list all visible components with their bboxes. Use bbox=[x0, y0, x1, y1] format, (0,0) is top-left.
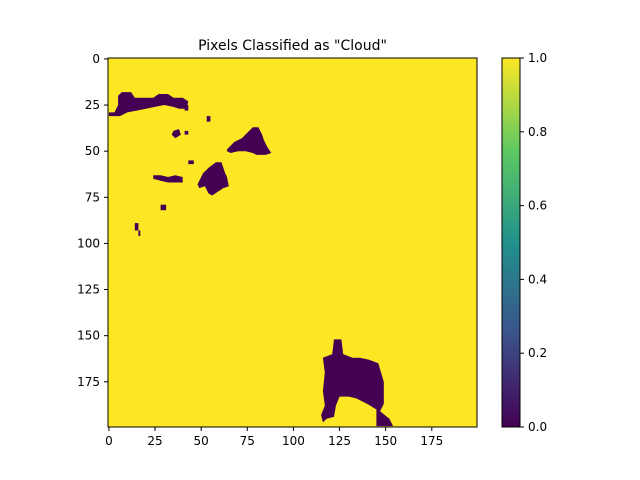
colorbar-tick-label: 0.4 bbox=[528, 272, 547, 286]
cloud-region-mid-cloud bbox=[197, 162, 229, 196]
cloud-region-lower-right-cloud bbox=[321, 339, 394, 427]
y-tick-label: 25 bbox=[85, 98, 100, 112]
cloud-region-small-blob-i bbox=[138, 230, 141, 236]
cloud-region-small-blob-e bbox=[188, 160, 194, 165]
cloud-regions bbox=[108, 92, 394, 427]
cloud-region-small-blob-c bbox=[184, 130, 189, 135]
x-tick-label: 150 bbox=[374, 434, 397, 448]
y-tick-label: 150 bbox=[77, 329, 100, 343]
x-tick-label: 75 bbox=[240, 434, 255, 448]
colorbar: 0.0 0.2 0.4 0.6 0.8 1.0 bbox=[501, 51, 547, 434]
cloud-region-center-cloud bbox=[227, 127, 272, 155]
cloud-region-small-blob-d bbox=[206, 116, 211, 122]
x-tick-label: 125 bbox=[328, 434, 351, 448]
y-tick-label: 125 bbox=[77, 283, 100, 297]
x-tick-label: 100 bbox=[282, 434, 305, 448]
x-tick-label: 0 bbox=[105, 434, 113, 448]
heatmap-plot-area bbox=[107, 57, 478, 428]
x-tick-label: 25 bbox=[147, 434, 162, 448]
colorbar-tick-label: 0.2 bbox=[528, 346, 547, 360]
x-tick-label: 50 bbox=[194, 434, 209, 448]
colorbar-ticks: 0.0 0.2 0.4 0.6 0.8 1.0 bbox=[520, 51, 547, 434]
cloud-region-small-blob-h bbox=[134, 223, 139, 231]
cloud-region-small-blob-b bbox=[171, 129, 181, 139]
y-tick-label: 175 bbox=[77, 375, 100, 389]
x-tick-label: 175 bbox=[420, 434, 443, 448]
y-tick-label: 75 bbox=[85, 190, 100, 204]
colorbar-fill bbox=[502, 58, 520, 427]
y-tick-label: 0 bbox=[92, 52, 100, 66]
cloud-region-small-blob-f bbox=[153, 175, 183, 183]
colorbar-tick-label: 0.8 bbox=[528, 125, 547, 139]
colorbar-tick-label: 0.0 bbox=[528, 420, 547, 434]
cloud-region-upper-left-cloud bbox=[108, 92, 189, 117]
axes-frame bbox=[107, 57, 478, 428]
colorbar-frame bbox=[501, 57, 521, 428]
y-tick-label: 50 bbox=[85, 144, 100, 158]
chart-title: Pixels Classified as "Cloud" bbox=[198, 38, 387, 54]
cloud-region-small-blob-g bbox=[160, 204, 167, 211]
cloud-region-small-blob-a bbox=[184, 105, 189, 111]
colorbar-tick-label: 0.6 bbox=[528, 199, 547, 213]
y-tick-label: 100 bbox=[77, 236, 100, 250]
colorbar-tick-label: 1.0 bbox=[528, 51, 547, 65]
x-axis: 0 25 50 75 100 125 150 175 bbox=[105, 427, 443, 448]
heatmap-background bbox=[108, 58, 477, 427]
y-axis: 0 25 50 75 100 125 150 175 bbox=[77, 52, 108, 389]
